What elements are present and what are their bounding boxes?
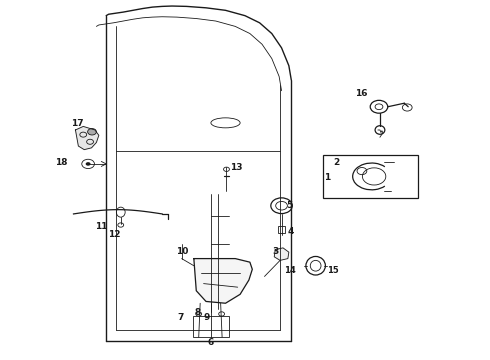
Circle shape: [88, 129, 97, 135]
Text: 18: 18: [55, 158, 68, 167]
Text: 3: 3: [272, 247, 278, 256]
Text: 16: 16: [355, 89, 368, 98]
Bar: [278, 226, 286, 233]
Polygon shape: [274, 248, 289, 260]
Polygon shape: [194, 258, 252, 303]
Text: 5: 5: [287, 201, 293, 210]
Bar: [193, 316, 229, 337]
Text: 10: 10: [176, 247, 188, 256]
Text: 4: 4: [288, 227, 294, 236]
Text: 1: 1: [324, 173, 331, 182]
Polygon shape: [75, 126, 99, 150]
Text: 15: 15: [327, 266, 339, 275]
Text: 9: 9: [203, 313, 209, 322]
Text: 11: 11: [95, 222, 107, 231]
Text: 17: 17: [71, 119, 83, 128]
Text: 2: 2: [334, 158, 340, 167]
Text: 6: 6: [208, 338, 214, 347]
Bar: [323, 155, 418, 198]
Text: 13: 13: [230, 163, 243, 172]
Text: 7: 7: [178, 313, 184, 322]
Circle shape: [86, 162, 91, 166]
Text: 14: 14: [284, 266, 296, 275]
Text: 12: 12: [108, 230, 120, 239]
Text: 8: 8: [195, 308, 201, 317]
